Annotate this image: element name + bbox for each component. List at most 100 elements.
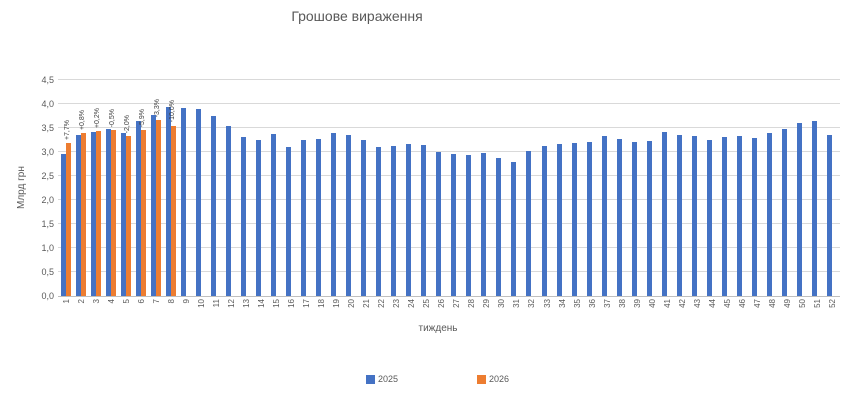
x-tick-label: 25 [422,299,432,308]
bar-group: 15 [268,80,283,308]
bar-group: 11 [208,80,223,307]
x-tick-label: 47 [752,299,762,308]
bar-2025 [496,157,502,296]
bar-2025 [766,133,772,296]
legend-swatch-2026 [477,374,487,384]
bar-group: -5,9% 6 [133,80,148,303]
bar-2025 [751,138,757,296]
bar-group: 36 [584,80,599,308]
bar-2025 [601,135,607,296]
x-tick-label: 35 [572,299,582,308]
bar-2025 [511,162,517,296]
bar-group: 43 [689,80,704,308]
x-tick-label: 26 [437,299,447,308]
bar-group: 47 [749,80,764,308]
x-tick-label: 50 [798,299,808,308]
bar-2025 [361,140,367,296]
gridline [58,223,840,224]
bar-2025 [721,137,727,296]
gridline [58,175,840,176]
bar-2025 [586,141,592,296]
x-tick-label: 6 [136,299,146,304]
bar-group: -3,3% 7 [148,80,163,303]
bar-group: 28 [464,80,479,308]
bar-2025 [827,135,833,296]
plot-area: +7,7% 1 +0,8% 2 +0,2% 3 -0,5% 4 -2,0% 5 -5,9% 6 -3,3… [58,79,840,308]
bar-group: 39 [629,80,644,308]
bar-group: 27 [449,80,464,308]
bar-data-label: -0,5% [108,109,116,128]
bar-group: 20 [344,80,359,308]
x-tick-label: 4 [106,299,116,304]
bar-group: 51 [810,80,825,308]
bar-2026 [65,143,71,296]
legend-item-2026: 2026 [477,374,509,384]
bar-group: 13 [238,80,253,308]
x-tick-label: 13 [241,299,251,308]
bar-2025 [225,125,231,296]
bar-group: 31 [509,80,524,308]
legend-label: 2026 [489,374,510,384]
bar-2025 [646,141,652,296]
x-tick-label: 21 [362,299,372,308]
bar-group: 34 [554,80,569,308]
bar-2025 [210,115,216,296]
x-tick-label: 11 [211,299,221,308]
x-tick-label: 48 [767,299,777,308]
bar-group: 30 [494,80,509,308]
legend-item-2025: 2025 [366,374,398,384]
bar-2025 [135,120,141,296]
bar-2025 [150,114,156,296]
gridline [58,247,840,248]
bar-group: 49 [780,80,795,308]
x-tick-label: 3 [91,299,101,304]
x-tick-label: 51 [813,299,823,308]
bar-2025 [571,142,577,296]
bar-2025 [797,122,803,296]
x-tick-label: 43 [692,299,702,308]
bar-group: 14 [253,80,268,308]
bar-2025 [316,139,322,296]
x-tick-label: 33 [542,299,552,308]
bar-group: 23 [389,80,404,308]
bar-group: 38 [614,80,629,308]
bar-group: 18 [314,80,329,308]
bar-2025 [616,138,622,296]
bar-2026 [80,133,86,296]
bar-2025 [346,135,352,296]
bar-group: -0,5% 4 [103,80,118,303]
x-tick-label: 2 [76,299,86,304]
x-tick-label: 41 [662,299,672,308]
bar-2025 [105,129,111,296]
x-tick-label: 30 [497,299,507,308]
gridline [58,199,840,200]
x-tick-label: 19 [332,299,342,308]
x-tick-label: 46 [737,299,747,308]
x-tick-label: 52 [828,299,838,308]
x-tick-label: 24 [407,299,417,308]
bar-group: 35 [569,80,584,308]
bar-2026 [110,130,116,296]
x-axis-title: тиждень [418,323,458,334]
y-tick-label: 0,0 [41,291,54,301]
bar-group: 16 [283,80,298,308]
bar-group: 10 [193,80,208,308]
x-tick-label: 18 [317,299,327,308]
x-tick-label: 31 [512,299,522,308]
bar-2026 [125,136,131,296]
bar-data-label: +0,8% [78,110,86,131]
bar-2025 [75,134,81,296]
bar-2025 [436,152,442,296]
bar-2025 [120,132,126,296]
bar-group: 48 [764,80,779,308]
bar-group: 33 [539,80,554,308]
bar-group: -10,0% 8 [163,80,178,303]
x-tick-label: 22 [377,299,387,308]
x-tick-label: 36 [587,299,597,308]
bar-2025 [661,131,667,296]
bar-group: 50 [795,80,810,308]
bar-group: 42 [674,80,689,308]
bar-2025 [421,144,427,296]
chart-title: Грошове вираження [291,8,423,24]
